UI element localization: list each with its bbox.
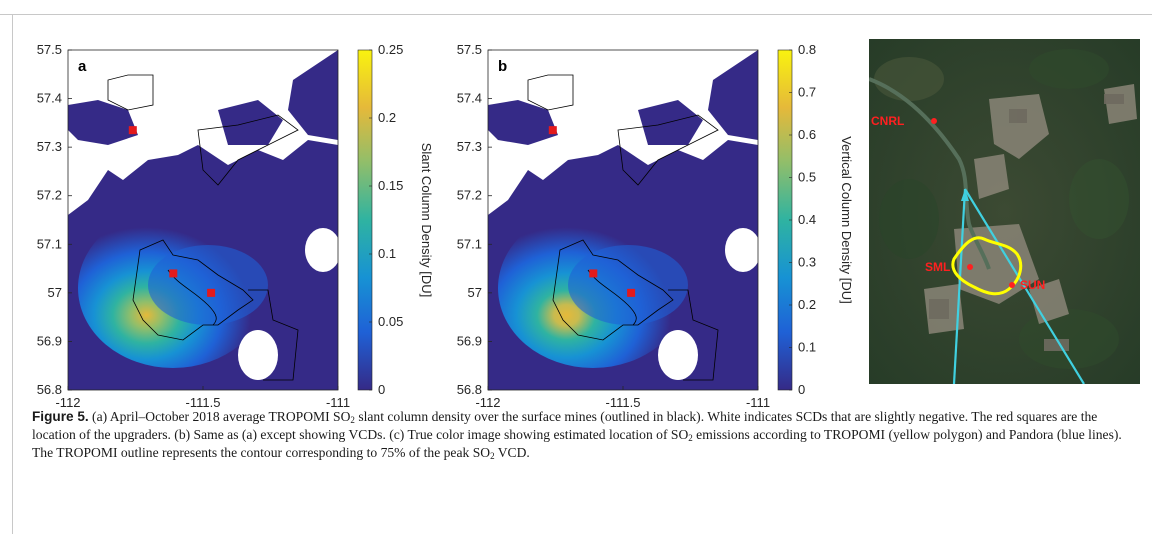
- figure-frame-top: [0, 14, 1152, 15]
- so2-field-upper-left: [488, 100, 558, 145]
- label-sun: SUN: [1020, 278, 1045, 292]
- x-tick-label: -112: [475, 395, 500, 410]
- caption-text-3: emissions according to TROPOMI (yellow p…: [32, 427, 1122, 460]
- mine-outline-south: [668, 289, 719, 381]
- mine-outline: [132, 239, 254, 341]
- panel-a-scd-map: a 57.5 57.4 57.3 57.2 57.1 57 56.9 56.8-112 -111.…: [37, 42, 434, 410]
- colorbar-tick-label: 0.6: [798, 127, 816, 142]
- river-line: [167, 269, 217, 326]
- colorbar-tick-label: 0.3: [798, 255, 816, 270]
- y-tick-label: 57.4: [457, 91, 482, 106]
- upgrader-marker: [207, 288, 216, 297]
- colorbar-label: Slant Column Density [DU]: [419, 143, 434, 298]
- caption-sub-2: 2: [688, 433, 693, 443]
- panel-letter-box: [492, 54, 514, 76]
- y-tick-label: 57: [48, 285, 62, 300]
- colorbar-tick-label: 0: [378, 382, 385, 397]
- colorbar-tick-label: 0.4: [798, 212, 816, 227]
- so2-plume-tail: [148, 245, 268, 325]
- y-tick-label: 57.2: [37, 188, 62, 203]
- colorbar: [357, 49, 373, 391]
- panel-c-true-color-image: CNRL SML SUN: [869, 39, 1140, 384]
- so2-field-upper-mid: [218, 100, 283, 145]
- y-tick-label: 57.4: [37, 91, 62, 106]
- mine-outline-north: [527, 74, 574, 111]
- panel-letter: a: [78, 58, 87, 75]
- label-cnrl: CNRL: [871, 114, 904, 128]
- x-tick-label: -112: [55, 395, 80, 410]
- caption-sub-3: 2: [490, 451, 495, 461]
- colorbar-tick-label: 0.7: [798, 85, 816, 100]
- colorbar-tick-label: 0.2: [378, 110, 396, 125]
- pandora-line-left: [952, 188, 967, 384]
- y-tick-label: 57.3: [37, 139, 62, 154]
- x-tick-label: -111.5: [186, 395, 221, 410]
- colorbar-tick-label: 0.5: [798, 170, 816, 185]
- negative-scd-patch: [238, 330, 278, 380]
- mine-outline-north: [107, 74, 154, 111]
- colorbar-tick-label: 0.1: [378, 246, 396, 261]
- colorbar-tick-label: 0.15: [378, 178, 403, 193]
- mine-outline: [552, 239, 674, 341]
- tropomi-outline: [951, 236, 1023, 296]
- upgrader-marker: [589, 269, 598, 278]
- upgrader-marker: [627, 288, 636, 297]
- colorbar-tick-label: 0.05: [378, 314, 403, 329]
- mine-outline-central: [197, 114, 299, 186]
- y-tick-label: 56.8: [457, 382, 482, 397]
- colorbar-tick-label: 0.1: [798, 340, 816, 355]
- panel-letter-box: [72, 54, 94, 76]
- negative-scd-patch: [658, 330, 698, 380]
- y-tick-label: 57.2: [457, 188, 482, 203]
- y-tick-label: 56.9: [37, 333, 62, 348]
- pandora-line-right: [964, 188, 1085, 384]
- mine-outline-south: [248, 289, 299, 381]
- colorbar-tick-label: 0.2: [798, 297, 816, 312]
- negative-scd-patch: [725, 228, 761, 272]
- x-tick-label: -111.5: [606, 395, 641, 410]
- figure-frame-left: [12, 14, 13, 534]
- y-tick-label: 57.5: [457, 42, 482, 57]
- upgrader-marker: [548, 126, 557, 135]
- panel-b-vcd-map: b 57.5 57.4 57.3 57.2 57.1 57 56.9 56.8-112 -111.…: [457, 42, 854, 410]
- colorbar-tick-label: 0: [798, 382, 805, 397]
- x-tick-label: -111: [746, 395, 770, 410]
- upgrader-marker: [169, 269, 178, 278]
- colorbar-tick-label: 0.8: [798, 42, 816, 57]
- upgrader-marker: [128, 126, 137, 135]
- caption-text-4: VCD.: [494, 445, 530, 460]
- figure-caption: Figure 5. (a) April–October 2018 average…: [32, 408, 1122, 462]
- river-line: [587, 269, 637, 326]
- colorbar-tick-label: 0.25: [378, 42, 403, 57]
- y-tick-label: 57.1: [457, 236, 482, 251]
- panel-letter: b: [498, 58, 507, 75]
- negative-scd-patch: [305, 228, 341, 272]
- label-sml: SML: [925, 260, 950, 274]
- y-tick-label: 57.5: [37, 42, 62, 57]
- so2-plume-tail: [568, 245, 688, 325]
- caption-text-1: (a) April–October 2018 average TROPOMI S…: [88, 409, 351, 424]
- x-tick-label: -111: [326, 395, 350, 410]
- y-tick-label: 57.1: [37, 236, 62, 251]
- caption-sub-1: 2: [350, 415, 355, 425]
- y-tick-label: 56.8: [37, 382, 62, 397]
- y-tick-label: 57.3: [457, 139, 482, 154]
- colorbar-label: Vertical Column Density [DU]: [839, 136, 854, 304]
- so2-field-upper-right: [288, 50, 338, 140]
- y-tick-label: 56.9: [457, 333, 482, 348]
- so2-field-upper-left: [68, 100, 138, 145]
- mine-outline-central: [617, 114, 719, 186]
- caption-label: Figure 5.: [32, 409, 89, 424]
- so2-field-upper-right: [708, 50, 758, 140]
- caption-text-2: slant column density over the surface mi…: [32, 409, 1098, 442]
- y-tick-label: 57: [468, 285, 482, 300]
- so2-field-upper-mid: [638, 100, 703, 145]
